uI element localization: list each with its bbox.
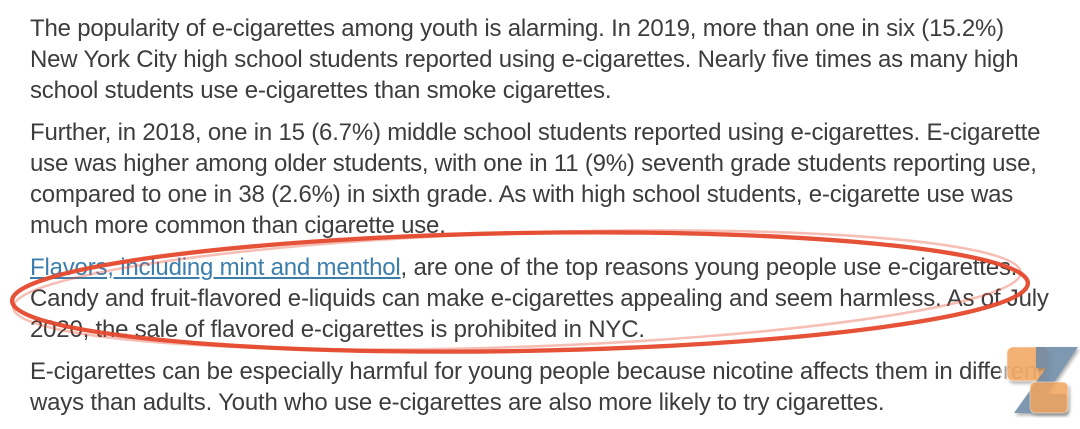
text-line: Flavors, including mint and menthol, are…	[30, 252, 1070, 283]
text-line: compared to one in 38 (2.6%) in sixth gr…	[30, 181, 1014, 208]
paragraph-harm-to-youth: E-cigarettes can be especially harmful f…	[30, 356, 1070, 418]
text-after-link: , are one of the top reasons young peopl…	[400, 254, 1018, 281]
text-line: The popularity of e-cigarettes among you…	[30, 15, 1004, 42]
text-line: Candy and fruit-flavored e-liquids can m…	[30, 285, 1049, 312]
site-logo-watermark	[1000, 334, 1080, 418]
text-line: Further, in 2018, one in 15 (6.7%) middl…	[30, 119, 1041, 146]
text-line: use was higher among older students, wit…	[30, 150, 1037, 177]
paragraph-middle-school-stats: Further, in 2018, one in 15 (6.7%) middl…	[30, 117, 1070, 241]
paragraph-youth-popularity: The popularity of e-cigarettes among you…	[30, 13, 1070, 106]
paragraph-flavors-circled: Flavors, including mint and menthol, are…	[30, 252, 1070, 345]
text-line: school students use e-cigarettes than sm…	[30, 77, 612, 104]
text-line: E-cigarettes can be especially harmful f…	[30, 358, 1044, 385]
logo-orange-square-bottom	[1029, 381, 1069, 414]
text-line: New York City high school students repor…	[30, 46, 1019, 73]
text-line: ways than adults. Youth who use e-cigare…	[30, 389, 885, 416]
text-line: much more common than cigarette use.	[30, 212, 446, 239]
flavors-mint-menthol-link[interactable]: Flavors, including mint and menthol	[30, 254, 401, 281]
text-line: 2020, the sale of flavored e-cigarettes …	[30, 316, 645, 343]
article-text-block: The popularity of e-cigarettes among you…	[30, 13, 1070, 429]
z-logo-icon	[1000, 338, 1078, 414]
